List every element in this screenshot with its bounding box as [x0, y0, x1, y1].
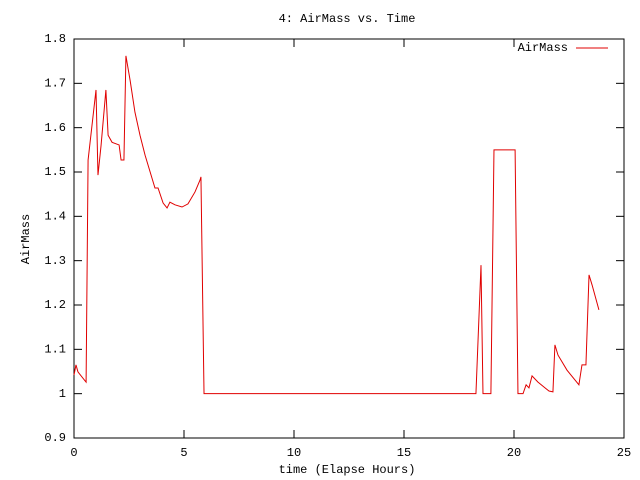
y-tick-label: 1.5 — [44, 165, 66, 179]
y-tick-label: 1.2 — [44, 298, 66, 312]
y-tick-label: 1.3 — [44, 254, 66, 268]
chart-title: 4: AirMass vs. Time — [279, 12, 416, 26]
y-tick-label: 0.9 — [44, 431, 66, 445]
x-tick-label: 10 — [287, 446, 301, 460]
x-tick-label: 25 — [617, 446, 631, 460]
x-tick-label: 15 — [397, 446, 411, 460]
legend-label: AirMass — [518, 41, 568, 55]
x-tick-label: 20 — [507, 446, 521, 460]
y-tick-label: 1.8 — [44, 32, 66, 46]
x-tick-label: 0 — [70, 446, 77, 460]
y-tick-label: 1.7 — [44, 77, 66, 91]
plot-border — [73, 38, 625, 439]
y-tick-label: 1 — [59, 387, 66, 401]
x-tick-label: 5 — [180, 446, 187, 460]
y-tick-label: 1.4 — [44, 210, 66, 224]
y-tick-label: 1.6 — [44, 121, 66, 135]
y-tick-label: 1.1 — [44, 343, 66, 357]
x-axis-label: time (Elapse Hours) — [279, 463, 416, 477]
y-axis-label: AirMass — [19, 214, 33, 264]
data-line — [73, 55, 600, 395]
